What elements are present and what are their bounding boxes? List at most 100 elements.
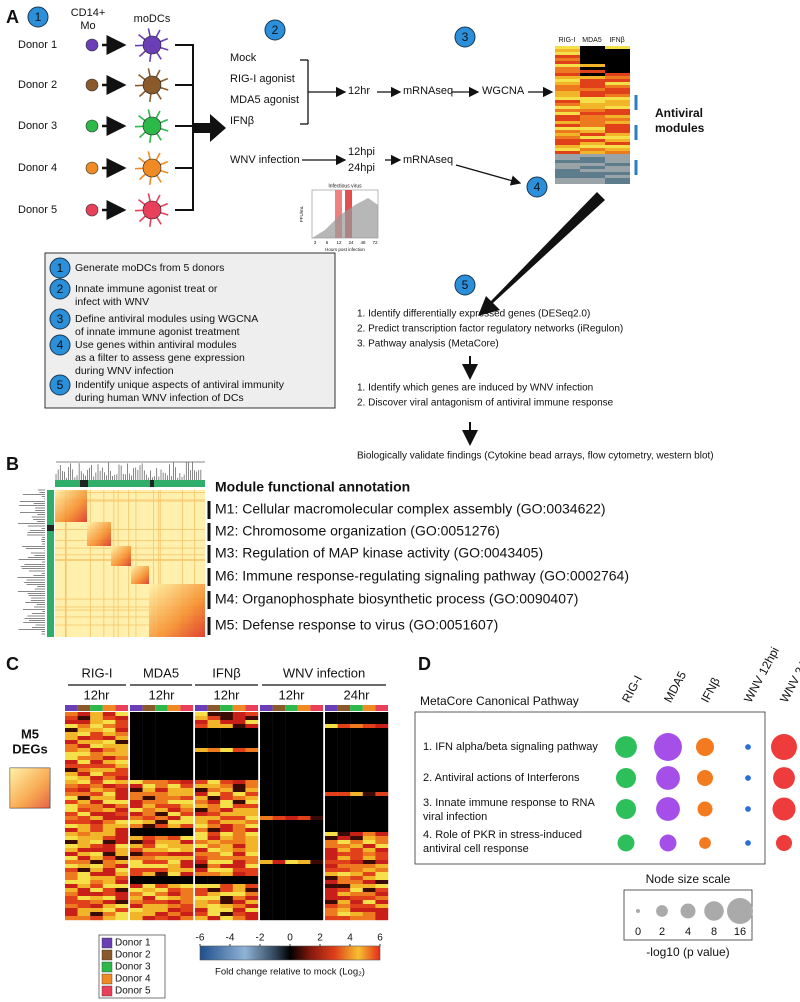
heatmap-cell [297,840,311,845]
heatmap-cell [580,58,605,61]
heatmap-cell [375,788,389,793]
heatmap-cell [115,916,129,921]
heatmap-cell [350,760,363,765]
module-annotation: M3: Regulation of MAP kinase activity (G… [215,545,543,561]
heatmap-cell [350,712,363,717]
heatmap-cell [350,748,363,753]
heatmap-cell [130,872,143,877]
heatmap-cell [285,716,298,721]
heatmap-cell [207,720,221,725]
monocyte [85,119,99,133]
legend-swatch [101,961,113,973]
heatmap-cell [272,912,286,917]
heatmap-cell [180,792,194,797]
heatmap-cell [167,900,181,905]
heatmap-cell [180,712,194,717]
heatmap-cell [115,904,129,909]
heatmap-cell [130,804,143,809]
colorbar-tick: -4 [226,933,235,944]
heatmap-cell [115,812,129,817]
heatmap-cell [337,764,351,769]
heatmap-cell [325,784,338,789]
heatmap-cell [325,880,338,885]
heatmap-cell [207,820,221,825]
heatmap-cell [180,908,194,913]
heatmap-cell [220,716,233,721]
heatmap-cell [297,844,311,849]
heatmap-cell [605,49,630,52]
heatmap-cell [65,764,78,769]
heatmap-cell [195,772,208,777]
heatmap-cell [130,904,143,909]
heatmap-stripe [152,490,154,637]
heatmap-stripe [55,529,205,530]
heatmap-cell [167,736,181,741]
heatmap-cell [167,724,181,729]
heatmap-cell [220,868,233,873]
heatmap-cell [605,127,630,130]
heatmap-cell [245,772,259,777]
donor-strip [310,705,323,711]
heatmap-cell [142,768,156,773]
heatmap-cell [220,840,233,845]
heatmap-cell [77,812,91,817]
heatmap-cell [115,808,129,813]
heatmap-cell [90,852,103,857]
heatmap-cell [325,752,338,757]
heatmap-cell [375,832,389,837]
summary-text: Generate moDCs from 5 donors [75,262,224,274]
heatmap-cell [285,892,298,897]
heatmap-cell [90,804,103,809]
heatmap-cell [260,756,273,761]
heatmap-cell [362,808,376,813]
inset-area [312,198,378,238]
heatmap-cell [232,876,246,881]
heatmap-cell [245,812,259,817]
pathway: 1. IFN alpha/beta signaling pathway [423,741,598,753]
heatmap-cell [285,848,298,853]
heatmap-cell [115,848,129,853]
heatmap-cell [375,796,389,801]
heatmap-cell [272,748,286,753]
heatmap-cell [90,908,103,913]
heatmap-cell [325,712,338,717]
heatmap-cell [65,864,78,869]
column-gap [323,705,325,920]
label: mRNAseq [403,85,453,97]
heatmap-cell [245,884,259,889]
heatmap-cell [580,148,605,151]
heatmap-cell [180,748,194,753]
heatmap-stripe [55,540,205,542]
heatmap-cell [325,808,338,813]
legend-swatch [101,949,113,961]
heatmap-cell [272,740,286,745]
heatmap-cell [272,752,286,757]
heatmap-cell [375,776,389,781]
module-bar [150,480,154,487]
time: 12hr [148,687,175,702]
heatmap-cell [325,916,338,921]
label: Mo [80,20,95,32]
heatmap-cell [260,788,273,793]
step-number: 1 [35,10,42,24]
heatmap-cell [232,892,246,897]
heatmap-cell [325,820,338,825]
heatmap-cell [285,836,298,841]
heatmap-cell [350,864,363,869]
heatmap-cell [195,860,208,865]
heatmap-cell [580,94,605,97]
heatmap-cell [195,832,208,837]
label: M5 [21,726,39,741]
heatmap-cell [155,748,168,753]
heatmap-cell [580,67,605,70]
pathway: 3. Innate immune response to RNA [423,797,595,809]
heatmap-cell [207,748,221,753]
heatmap-cell [310,764,324,769]
heatmap-cell [310,772,324,777]
heatmap-cell [555,70,580,73]
heatmap-cell [142,856,156,861]
heatmap-cell [180,744,194,749]
colorbar-tick: 0 [287,933,293,944]
heatmap-cell [325,888,338,893]
enrichment-dot [771,734,797,760]
